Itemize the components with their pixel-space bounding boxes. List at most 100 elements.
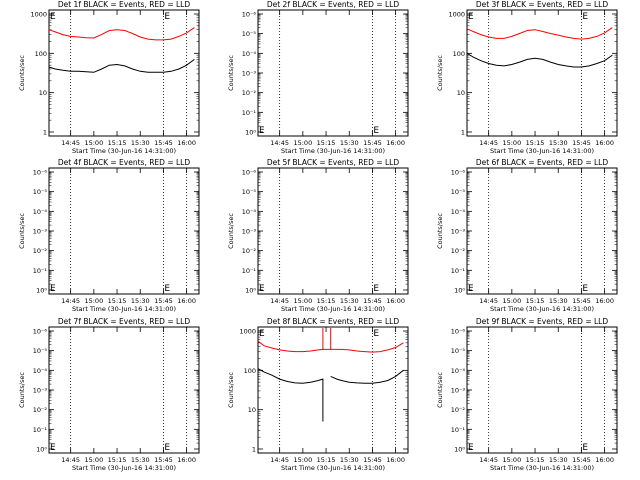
y-tick-label: 10⁻⁶: [242, 169, 257, 177]
e-marker: E: [582, 284, 588, 294]
x-tick-label: 15:00: [84, 297, 103, 305]
y-tick-label: 10⁻¹: [451, 426, 466, 434]
x-axis-label: Start Time (30-Jun-16 14:31:00): [72, 305, 176, 313]
x-axis-label: Start Time (30-Jun-16 14:31:00): [72, 464, 176, 472]
y-tick-label: 10: [248, 406, 256, 414]
x-tick-label: 15:00: [293, 297, 312, 305]
e-marker: E: [582, 443, 588, 453]
e-marker: E: [259, 329, 265, 339]
x-tick-label: 15:15: [526, 139, 545, 147]
e-marker: E: [468, 12, 474, 22]
chart-panel-det9f: Det 9f BLACK = Events, RED = LLD 10⁰ 10⁻¹ 1…: [436, 317, 618, 472]
e-marker: E: [50, 443, 56, 453]
y-tick-label: 10⁻³: [33, 228, 48, 236]
y-tick-label: 1: [43, 129, 47, 137]
x-tick-label: 16:00: [177, 297, 196, 305]
x-tick-label: 16:00: [177, 456, 196, 464]
plot-frame: [48, 167, 200, 295]
plot-frame: [257, 167, 409, 295]
panel-title: Det 6f BLACK = Events, RED = LLD: [476, 158, 609, 167]
x-tick-label: 15:45: [572, 139, 591, 147]
plot-frame: [257, 9, 409, 137]
e-marker: E: [50, 12, 56, 22]
e-marker: E: [373, 284, 379, 294]
x-tick-label: 14:45: [479, 297, 498, 305]
y-tick-label: 10⁻⁵: [242, 30, 257, 38]
x-tick-label: 15:00: [293, 139, 312, 147]
x-tick-label: 15:15: [526, 456, 545, 464]
x-tick-label: 15:45: [363, 456, 382, 464]
x-axis-label: Start Time (30-Jun-16 14:31:00): [490, 147, 594, 155]
y-tick-label: 100: [244, 367, 256, 375]
y-tick-label: 10⁻³: [451, 387, 466, 395]
x-tick-label: 16:00: [595, 297, 614, 305]
y-tick-label: 10⁻³: [242, 228, 257, 236]
x-tick-label: 15:30: [131, 456, 150, 464]
chart-panel-det8f: Det 8f BLACK = Events, RED = LLD 1 10 100 10…: [227, 317, 409, 472]
x-tick-label: 15:15: [526, 297, 545, 305]
y-tick-label: 10⁻²: [242, 247, 257, 255]
y-tick-label: 10⁻³: [451, 228, 466, 236]
x-tick-label: 15:15: [317, 456, 336, 464]
y-tick-label: 10⁻⁶: [33, 169, 48, 177]
x-tick-label: 15:30: [340, 139, 359, 147]
y-tick-label: 10⁻⁶: [451, 169, 466, 177]
x-tick-label: 15:15: [108, 139, 127, 147]
panel-title: Det 1f BLACK = Events, RED = LLD: [58, 0, 191, 9]
x-tick-label: 15:15: [317, 139, 336, 147]
y-tick-label: 10⁻⁵: [33, 347, 48, 355]
y-tick-label: 1000: [448, 11, 465, 19]
x-tick-label: 14:45: [270, 456, 289, 464]
y-tick-label: 10⁻¹: [242, 109, 257, 117]
series-line-red-lld: [257, 328, 404, 353]
x-tick-label: 15:15: [317, 297, 336, 305]
x-tick-label: 15:00: [502, 456, 521, 464]
x-tick-label: 15:30: [549, 456, 568, 464]
x-tick-label: 16:00: [595, 456, 614, 464]
x-tick-label: 15:15: [108, 297, 127, 305]
y-tick-label: 10⁻¹: [33, 267, 48, 275]
y-tick-label: 10⁻²: [242, 89, 257, 97]
y-tick-label: 1000: [30, 11, 47, 19]
y-tick-label: 10⁰: [36, 446, 47, 454]
x-axis-label: Start Time (30-Jun-16 14:31:00): [281, 464, 385, 472]
e-marker: E: [468, 284, 474, 294]
y-tick-label: 10⁰: [454, 446, 465, 454]
e-marker: E: [164, 12, 170, 22]
y-tick-label: 10⁻⁴: [242, 208, 257, 216]
e-marker: E: [373, 329, 379, 339]
y-axis-label: Counts/sec: [18, 213, 26, 249]
x-axis-label: Start Time (30-Jun-16 14:31:00): [281, 305, 385, 313]
y-tick-label: 10⁰: [245, 129, 256, 137]
panel-title: Det 8f BLACK = Events, RED = LLD: [267, 317, 400, 326]
x-tick-label: 16:00: [386, 297, 405, 305]
x-tick-label: 15:00: [293, 456, 312, 464]
x-tick-label: 15:00: [502, 297, 521, 305]
x-tick-label: 14:45: [479, 456, 498, 464]
chart-panel-det3f: Det 3f BLACK = Events, RED = LLD 1 10 100 10…: [436, 0, 618, 155]
x-tick-label: 15:00: [502, 139, 521, 147]
y-axis-label: Counts/sec: [436, 372, 444, 408]
y-tick-label: 10⁻³: [242, 70, 257, 78]
panel-title: Det 5f BLACK = Events, RED = LLD: [267, 158, 400, 167]
x-tick-label: 15:45: [154, 297, 173, 305]
y-tick-label: 10⁻⁴: [451, 367, 466, 375]
e-marker: E: [164, 284, 170, 294]
y-tick-label: 10: [39, 89, 47, 97]
x-tick-label: 15:30: [549, 297, 568, 305]
y-tick-label: 10⁻⁶: [33, 328, 48, 336]
chart-panel-det6f: Det 6f BLACK = Events, RED = LLD 10⁰ 10⁻¹ 1…: [436, 158, 618, 313]
e-marker: E: [259, 284, 265, 294]
y-tick-label: 10⁰: [245, 287, 256, 295]
plot-frame: [466, 167, 618, 295]
y-axis-label: Counts/sec: [436, 55, 444, 91]
x-tick-label: 15:45: [154, 139, 173, 147]
x-tick-label: 15:45: [572, 297, 591, 305]
y-tick-label: 10⁻²: [451, 247, 466, 255]
e-marker: E: [373, 126, 379, 136]
panel-title: Det 9f BLACK = Events, RED = LLD: [476, 317, 609, 326]
y-tick-label: 10: [457, 89, 465, 97]
x-tick-label: 15:30: [340, 456, 359, 464]
chart-panel-det4f: Det 4f BLACK = Events, RED = LLD 10⁰ 10⁻¹ 1…: [18, 158, 200, 313]
x-tick-label: 15:30: [131, 297, 150, 305]
